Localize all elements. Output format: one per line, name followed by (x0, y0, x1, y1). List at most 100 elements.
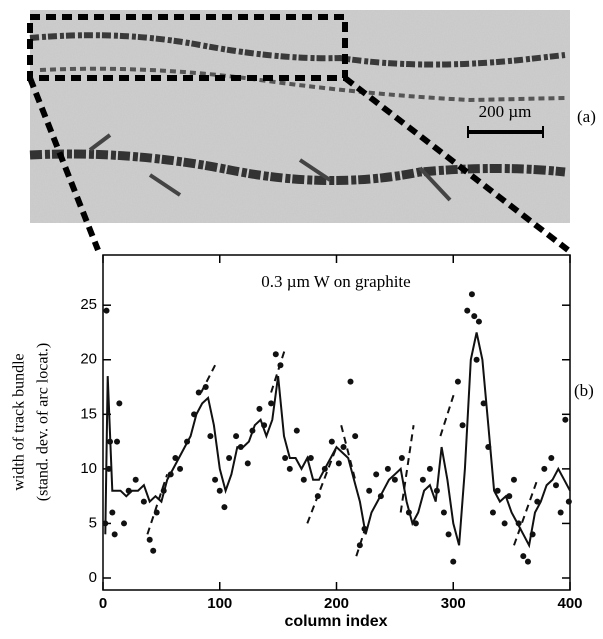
data-point (207, 433, 214, 440)
x-tick-label: 0 (99, 595, 107, 612)
y-tick-label: 15 (80, 405, 97, 422)
data-point (454, 378, 461, 385)
y-axis-label: width of track bundle (11, 353, 28, 490)
x-tick-label: 200 (324, 595, 349, 612)
y-tick-label: 0 (89, 569, 97, 586)
panel-label: (a) (577, 107, 596, 126)
track-branch (88, 133, 452, 202)
data-point (534, 498, 541, 505)
micrograph-texture (30, 10, 570, 223)
x-tick-label: 400 (557, 595, 582, 612)
data-point (107, 438, 114, 445)
data-point (510, 476, 517, 483)
data-point (520, 553, 527, 560)
data-point (146, 536, 153, 543)
zoom-marker (27, 14, 570, 253)
data-point (473, 356, 480, 363)
data-point (489, 509, 496, 516)
data-point (412, 520, 419, 527)
data-point (426, 465, 433, 472)
data-point (340, 444, 347, 451)
data-point (494, 487, 501, 494)
data-point (433, 487, 440, 494)
data-point (237, 444, 244, 451)
data-point (347, 378, 354, 385)
data-point (468, 291, 475, 298)
y-tick-label: 25 (80, 296, 97, 313)
data-point (391, 476, 398, 483)
data-point (167, 471, 174, 478)
fit-segments (146, 348, 539, 557)
data-point (361, 525, 368, 532)
micrograph: 200 µm (29, 10, 570, 223)
data-point (485, 444, 492, 451)
scale-label: 200 µm (479, 102, 532, 121)
data-point (321, 465, 328, 472)
data-point (103, 307, 110, 314)
track (29, 149, 566, 185)
data-point (445, 531, 452, 538)
data-point (272, 351, 279, 358)
data-point (450, 558, 457, 565)
data-point (160, 487, 167, 494)
panel-label: (b) (574, 381, 594, 400)
data-point (352, 433, 359, 440)
data-point (307, 454, 314, 461)
data-point (565, 498, 572, 505)
zoom-box (27, 14, 348, 81)
data-point (459, 422, 466, 429)
data-point (524, 558, 531, 565)
data-point (244, 460, 251, 467)
track (29, 32, 566, 68)
data-point (562, 416, 569, 423)
data-point (191, 411, 198, 418)
data-point (172, 454, 179, 461)
y-tick-label: 10 (80, 460, 97, 477)
data-point (293, 427, 300, 434)
data-point (212, 476, 219, 483)
data-point (529, 531, 536, 538)
data-point (125, 487, 132, 494)
data-point (300, 476, 307, 483)
data-point (405, 509, 412, 516)
data-point (356, 542, 363, 549)
data-point (286, 465, 293, 472)
data-point (328, 438, 335, 445)
x-axis-label: column index (284, 613, 387, 630)
data-point (440, 509, 447, 516)
data-point (116, 400, 123, 407)
data-point (150, 547, 157, 554)
data-point (233, 433, 240, 440)
data-point (184, 438, 191, 445)
track (39, 66, 566, 103)
data-point (102, 520, 109, 527)
data-point (195, 389, 202, 396)
data-point (314, 493, 321, 500)
data-point (366, 487, 373, 494)
data-point (111, 531, 118, 538)
data-point (249, 427, 256, 434)
data-point (398, 454, 405, 461)
data-point (105, 465, 112, 472)
data-point (121, 520, 128, 527)
data-point (221, 504, 228, 511)
data-point (475, 318, 482, 325)
data-point (202, 384, 209, 391)
data-point (282, 454, 289, 461)
data-point (548, 454, 555, 461)
x-tick-label: 100 (207, 595, 232, 612)
data-point (471, 313, 478, 320)
data-point (277, 362, 284, 369)
data-point (384, 465, 391, 472)
data-point (268, 400, 275, 407)
data-point (153, 509, 160, 516)
data-point (216, 487, 223, 494)
data-point (557, 509, 564, 516)
data-point (109, 509, 116, 516)
data-point (177, 465, 184, 472)
data-point (140, 498, 147, 505)
data-point (256, 405, 263, 412)
data-point (226, 454, 233, 461)
x-tick-label: 300 (441, 595, 466, 612)
